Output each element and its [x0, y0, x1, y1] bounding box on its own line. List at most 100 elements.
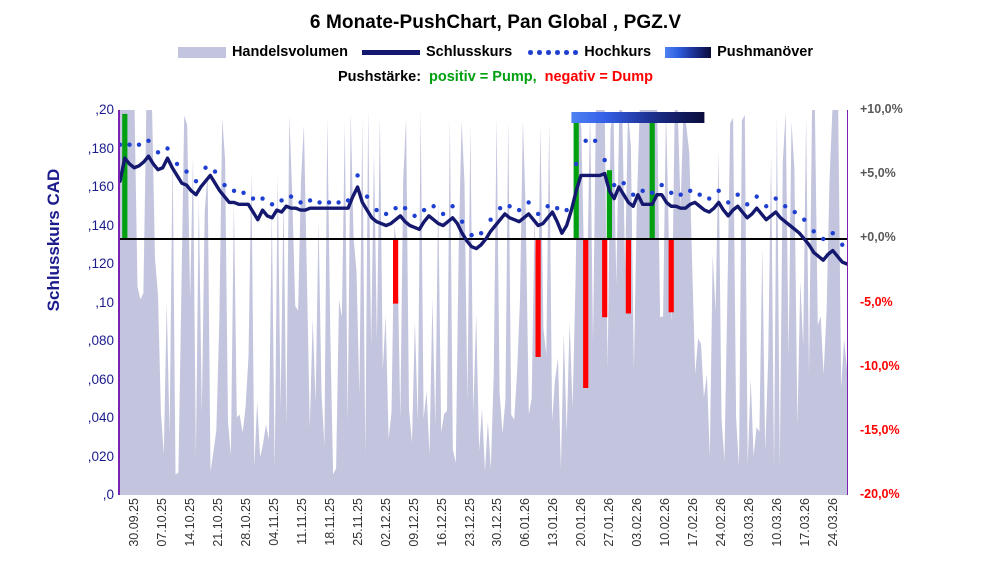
high-dot	[336, 200, 341, 205]
y-tick-label: ,140	[87, 217, 114, 233]
x-tick-label: 24.03.26	[826, 498, 841, 547]
y-tick-label: ,080	[87, 333, 114, 348]
high-dot	[355, 173, 360, 178]
x-tick-label: 23.12.25	[462, 498, 477, 547]
legend-item-push: Pushmanöver	[665, 44, 813, 60]
high-dot	[374, 207, 379, 213]
high-dot	[174, 161, 180, 167]
high-dot	[516, 207, 522, 213]
push-gradient-swatch-icon	[665, 46, 712, 58]
high-dot	[830, 231, 835, 236]
close-line-path	[120, 154, 847, 266]
x-tick-label: 07.10.25	[154, 498, 169, 547]
close-price-line	[120, 154, 847, 266]
high-dot	[307, 198, 313, 203]
x-axis-ticks: 30.09.25 07.10.25 14.10.25 21.10.25 28.10.25…	[120, 498, 847, 584]
pump-bars-group	[122, 113, 655, 239]
high-dot	[621, 180, 626, 186]
x-tick-label: 24.02.26	[714, 498, 729, 547]
x-tick-label: 28.10.25	[238, 498, 253, 547]
high-dot	[792, 209, 797, 215]
x-tick-label: 03.03.26	[742, 498, 757, 547]
high-dot	[212, 169, 218, 174]
high-dot	[279, 198, 284, 203]
high-dot	[659, 182, 664, 188]
high-dot	[507, 204, 512, 209]
high-dot	[668, 190, 674, 195]
y-tick-label: ,0	[102, 487, 114, 502]
high-dot	[840, 242, 845, 247]
high-dot	[421, 207, 427, 213]
page-title: 6 Monate-PushChart, Pan Global , PGZ.V	[309, 12, 682, 33]
y-axis-right-ticks: +10,0% +5,0% +0,0% -5,0% -10,0% -15,0% -20,0%	[860, 102, 970, 501]
high-dot	[269, 202, 275, 207]
y-right-tick-label: -10,0%	[860, 358, 900, 373]
high-dot	[773, 196, 778, 201]
x-tick-label: 02.12.25	[378, 498, 393, 547]
high-dot	[241, 190, 246, 195]
legend-label-push: Pushmanöver	[717, 44, 814, 60]
x-tick-label: 14.10.25	[182, 498, 197, 547]
push-positive-label: positiv = Pump,	[429, 69, 537, 85]
high-dot	[120, 142, 123, 147]
high-dot	[345, 198, 351, 203]
y-right-tick-label: +0,0%	[860, 230, 896, 245]
high-dot	[203, 165, 208, 170]
high-dot	[526, 200, 531, 205]
high-dot	[630, 192, 636, 197]
high-dot	[231, 188, 237, 194]
high-dot	[440, 211, 446, 217]
high-dot	[478, 231, 484, 236]
push-negative-label: negativ = Dump	[544, 69, 653, 85]
high-dot	[745, 202, 750, 207]
legend-label-high: Hochkurs	[584, 44, 652, 60]
dump-bar	[393, 239, 399, 304]
high-dot	[459, 219, 465, 224]
volume-area-series	[120, 110, 847, 495]
high-dot	[222, 182, 227, 188]
legend-item-high: Hochkurs	[526, 44, 665, 60]
x-tick-label: 17.02.26	[686, 498, 701, 547]
y-right-tick-label: -20,0%	[860, 487, 900, 501]
y-right-tick-label: -15,0%	[860, 422, 900, 437]
high-dot	[678, 192, 683, 197]
push-maneuver-band-rect	[571, 112, 705, 123]
high-dot	[402, 205, 408, 211]
x-tick-label: 13.01.26	[546, 498, 561, 547]
high-dot	[193, 179, 199, 184]
x-tick-label: 25.11.25	[350, 498, 365, 546]
high-dot	[288, 194, 294, 199]
x-tick-label: 30.09.25	[126, 498, 141, 547]
high-dot	[326, 200, 332, 205]
plot-left-border	[118, 110, 120, 495]
high-dot	[146, 138, 151, 143]
high-dot	[811, 229, 816, 234]
x-tick-label: 04.11.25	[266, 498, 281, 546]
x-tick-label: 09.12.25	[406, 498, 421, 547]
x-tick-label: 27.01.26	[602, 498, 617, 547]
push-maneuver-band	[571, 112, 705, 123]
x-tick-label: 21.10.25	[210, 498, 225, 547]
y-tick-label: ,180	[87, 140, 114, 156]
y-right-tick-label: -5,0%	[860, 294, 893, 309]
high-dot	[155, 150, 161, 155]
high-dot	[583, 138, 588, 143]
legend-label-close: Schlusskurs	[425, 44, 513, 60]
chart-legend: Handelsvolumen Schlusskurs Hochkurs Push…	[0, 44, 991, 60]
high-dot	[735, 192, 740, 197]
y-right-tick-label: +10,0%	[860, 102, 903, 116]
high-dot	[707, 196, 712, 201]
high-dot	[726, 200, 731, 205]
legend-item-volume: Handelsvolumen	[177, 44, 362, 60]
high-price-dots	[120, 138, 845, 247]
push-strength-caption: Pushstärke: positiv = Pump, negativ = Dump	[0, 69, 991, 85]
high-dot	[383, 211, 389, 217]
dump-bar	[625, 239, 631, 314]
pump-bar	[606, 170, 612, 239]
dump-bar	[535, 239, 541, 357]
close-line-swatch-icon	[361, 49, 420, 55]
high-dot	[754, 194, 759, 199]
dump-bar	[668, 239, 674, 313]
volume-swatch-icon	[177, 46, 226, 58]
